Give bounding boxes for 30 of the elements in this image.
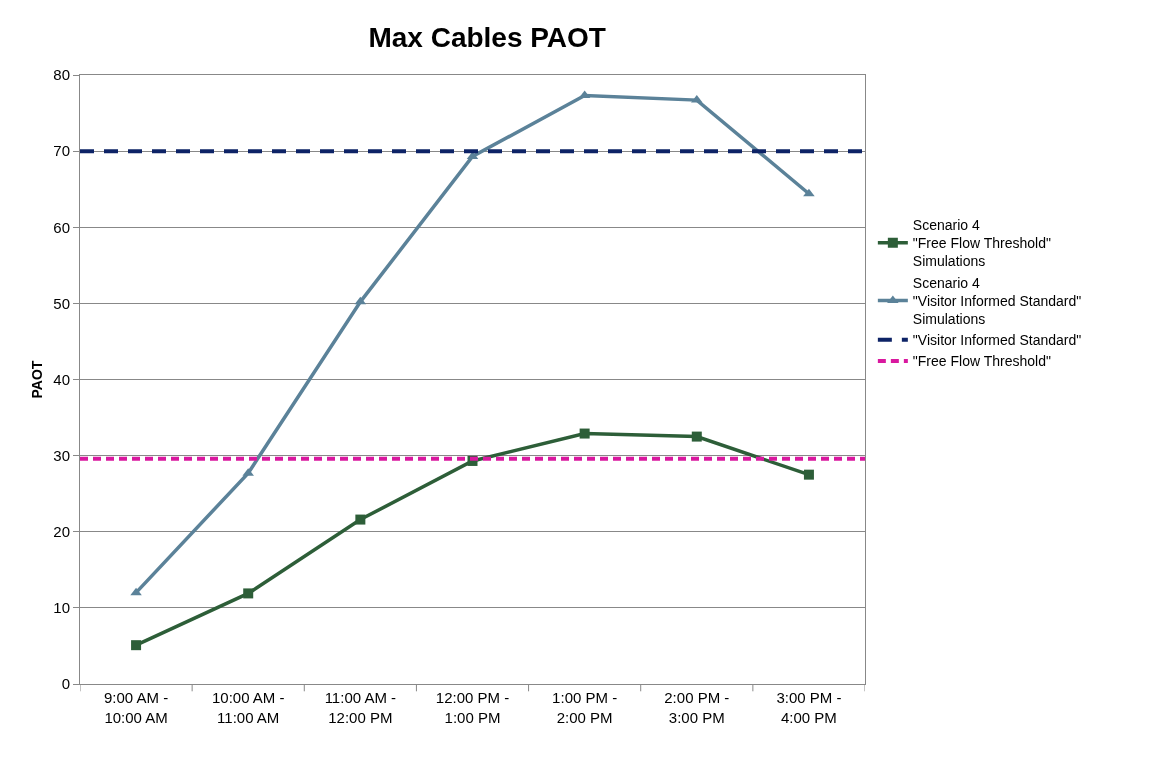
y-tick-label: 0	[61, 675, 70, 693]
x-tick-label: 2:00 PM - 3:00 PM	[664, 689, 730, 726]
y-tick-label: 20	[53, 523, 70, 540]
point	[243, 588, 254, 599]
point	[579, 428, 590, 439]
x-tick-label: 3:00 PM - 4:00 PM	[776, 689, 842, 726]
y-axis-title: PAOT	[29, 360, 45, 399]
y-tick-label: 50	[53, 294, 70, 312]
point	[803, 469, 814, 480]
y-tick-label: 70	[53, 142, 70, 160]
legend-label: "Visitor Informed Standard"	[912, 332, 1082, 349]
point	[130, 587, 142, 596]
x-tick-label: 11:00 AM - 12:00 PM	[324, 689, 397, 726]
legend-label: Scenario 4 "Free Flow Threshold" Simulations	[912, 217, 1051, 270]
point	[803, 188, 815, 197]
legend-label: "Free Flow Threshold"	[912, 353, 1051, 370]
point	[355, 514, 366, 525]
y-tick-label: 30	[53, 446, 70, 464]
x-tick-label: 9:00 AM - 10:00 AM	[103, 689, 169, 726]
x-tick-label: 10:00 AM - 11:00 AM	[211, 689, 285, 726]
chart-title: Max Cables PAOT	[368, 21, 606, 53]
y-tick-label: 80	[53, 66, 70, 84]
y-tick-label: 10	[53, 599, 70, 617]
point	[691, 431, 702, 442]
x-tick-label: 12:00 PM - 1:00 PM	[435, 689, 510, 726]
y-tick-label: 40	[53, 370, 70, 388]
point	[131, 640, 142, 651]
y-tick-label: 60	[53, 218, 70, 236]
legend-label: Scenario 4 "Visitor Informed Standard" Simulations	[912, 274, 1082, 328]
x-tick-label: 1:00 PM - 2:00 PM	[552, 689, 618, 726]
